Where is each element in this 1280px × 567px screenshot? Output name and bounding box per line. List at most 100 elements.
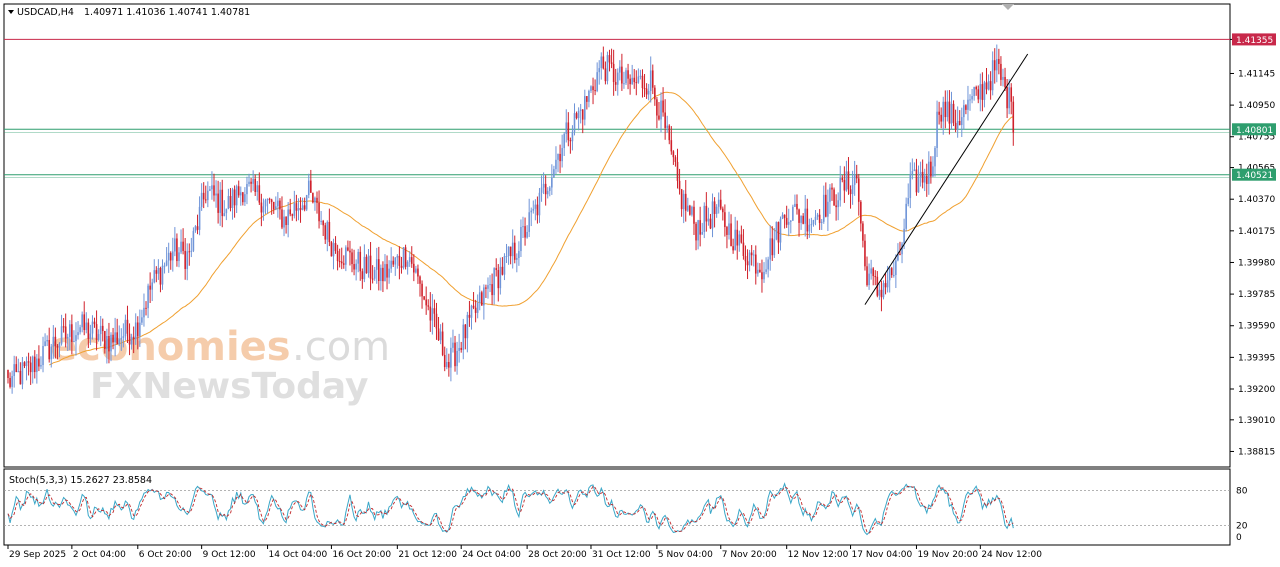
candle-body [913,169,916,172]
candle-body [507,246,510,256]
candle-body [592,86,594,91]
candle-body [761,272,763,280]
candle-body [971,96,973,100]
candle-body [750,252,753,256]
candle-body [42,345,44,366]
candle-body [775,222,778,240]
candle-body [75,335,77,342]
candle-body [91,321,94,334]
candle-body [211,185,213,190]
candle-body [443,354,446,368]
candle-body [134,322,137,340]
stoch-plot-frame [3,468,1231,546]
candle-body [394,257,397,265]
candle-body [194,226,197,231]
candle-body [678,180,681,190]
candle-body [382,267,384,282]
candle-body [643,88,646,90]
candle-body [281,209,283,228]
candle-body [860,201,862,224]
candle-body [831,187,833,190]
candle-body [415,268,417,273]
candle-body [857,178,860,202]
candle-body [905,203,907,229]
candle-body [73,341,75,343]
candle-body [184,250,186,269]
candle-body [654,87,656,100]
x-tick-label: 31 Oct 12:00 [592,550,651,560]
candle-body [565,122,568,134]
candle-body [378,259,380,282]
candle-body [948,101,951,124]
candle-body [546,190,549,195]
price-level-tag-text: 1.41355 [1236,36,1273,46]
candle-body [44,341,46,346]
candle-body [450,347,452,368]
candle-body [748,252,751,266]
x-tick-label: 14 Oct 04:00 [269,550,328,560]
candle-body [17,370,20,373]
symbol-dropdown-icon[interactable] [8,10,14,14]
candle-body [812,220,815,225]
candle-body [229,195,232,208]
candle-body [396,255,399,258]
candle-body [555,159,557,170]
chart-shift-marker-icon[interactable] [1002,4,1014,10]
candle-body [726,227,728,235]
x-tick-label: 9 Oct 12:00 [203,550,256,560]
candle-body [58,343,61,348]
candle-body [651,70,654,88]
candle-body [619,66,621,73]
watermark-dotcom: .com [292,324,390,370]
candle-body [83,314,86,331]
candle-body [604,68,607,82]
candle-body [864,240,866,267]
candle-body [742,242,745,257]
candle-body [200,192,203,207]
candles [7,44,1015,394]
candle-body [93,321,96,325]
candle-body [503,256,506,275]
x-tick-label: 19 Nov 20:00 [917,550,978,560]
symbol-label[interactable]: USDCAD,H4 [17,7,74,18]
candle-body [719,199,722,209]
candle-body [425,299,427,306]
candle-body [110,334,112,352]
y-tick-label: 1.39200 [1238,385,1275,395]
candle-body [85,322,88,331]
x-tick-label: 29 Sep 2025 [9,550,66,560]
candle-body [145,307,147,309]
candle-body [342,263,345,265]
candle-body [252,179,254,184]
candle-body [369,255,372,279]
candle-body [923,175,926,183]
candle-body [975,86,977,90]
candle-body [487,285,489,289]
candle-body [930,161,932,177]
candle-body [130,336,133,345]
candle-body [703,205,706,233]
candle-body [623,83,625,85]
candle-body [316,197,318,203]
y-tick-label: 1.40565 [1238,164,1275,174]
candle-body [825,194,827,217]
candle-body [890,268,893,276]
candle-body [672,151,675,158]
candle-body [804,208,807,224]
candle-body [165,260,168,266]
trend-lines [864,53,1029,305]
candle-body [732,246,734,251]
candle-body [670,140,673,152]
candle-body [829,187,831,202]
trend-line[interactable] [864,53,1029,305]
candle-body [21,362,24,385]
candle-body [118,339,121,345]
candle-body [952,103,955,123]
candle-body [715,206,718,214]
candle-body [559,153,561,162]
candle-body [307,180,310,196]
candle-body [439,331,442,341]
candle-body [289,209,292,215]
candle-body [530,210,533,213]
candle-body [668,125,671,141]
